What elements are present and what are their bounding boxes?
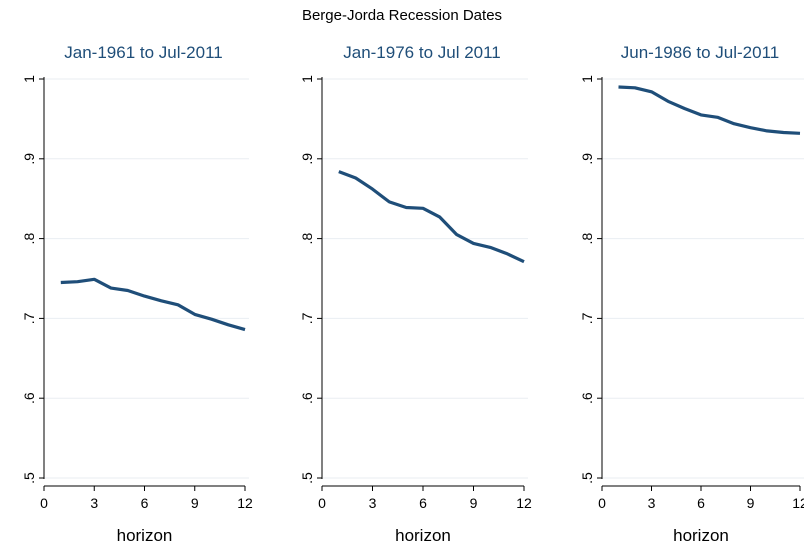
x-tick-label: 12 (792, 495, 804, 511)
y-tick-label: .7 (21, 312, 37, 324)
y-tick-label: 1 (579, 75, 595, 83)
x-axis-label: horizon (395, 526, 451, 545)
series-line (338, 170, 525, 264)
panel-title: Jun-1986 to Jul-2011 (621, 43, 779, 62)
y-tick-label: .8 (299, 233, 315, 245)
x-tick-label: 0 (598, 495, 606, 511)
y-tick-label: .7 (299, 312, 315, 324)
x-tick-label: 12 (516, 495, 532, 511)
panel-1: .5 .6 .7 .8 .9 1 0 3 6 9 12 horizon Jan-1961 to Jul-… (21, 43, 253, 545)
x-tick-label: 0 (318, 495, 326, 511)
panel-3: .5 .6 .7 .8 .9 1 0 3 6 9 12 horizon Jun-1986 to Jul-… (579, 43, 804, 545)
y-tick-label: .8 (579, 233, 595, 245)
y-tick-label: .6 (21, 392, 37, 404)
x-tick-label: 12 (237, 495, 253, 511)
y-tick-label: 1 (299, 75, 315, 83)
y-tick-label: .5 (299, 472, 315, 484)
y-tick-label: .8 (21, 233, 37, 245)
x-tick-label: 0 (40, 495, 48, 511)
x-tick-label: 6 (419, 495, 427, 511)
panel-2: .5 .6 .7 .8 .9 1 0 3 6 9 12 horizon Jan-1976 to Jul … (299, 43, 532, 545)
panel-title: Jan-1961 to Jul-2011 (64, 43, 222, 62)
y-tick-label: .9 (21, 153, 37, 165)
y-tick-label: .5 (579, 472, 595, 484)
series-line (618, 85, 801, 135)
x-axis-label: horizon (117, 526, 173, 545)
y-tick-label: .5 (21, 472, 37, 484)
y-tick-label: .7 (579, 312, 595, 324)
x-tick-label: 3 (648, 495, 656, 511)
x-tick-label: 6 (697, 495, 705, 511)
x-tick-label: 6 (141, 495, 149, 511)
figure-title: Berge-Jorda Recession Dates (302, 7, 502, 24)
panel-title: Jan-1976 to Jul 2011 (343, 43, 501, 62)
x-tick-label: 3 (369, 495, 377, 511)
x-tick-label: 9 (470, 495, 478, 511)
x-tick-label: 9 (747, 495, 755, 511)
y-tick-label: .9 (299, 153, 315, 165)
series-line (60, 277, 246, 332)
y-tick-label: .9 (579, 153, 595, 165)
x-axis-label: horizon (673, 526, 729, 545)
y-tick-label: 1 (21, 75, 37, 83)
x-tick-label: 9 (191, 495, 199, 511)
y-tick-label: .6 (299, 392, 315, 404)
y-tick-label: .6 (579, 392, 595, 404)
x-tick-label: 3 (90, 495, 98, 511)
